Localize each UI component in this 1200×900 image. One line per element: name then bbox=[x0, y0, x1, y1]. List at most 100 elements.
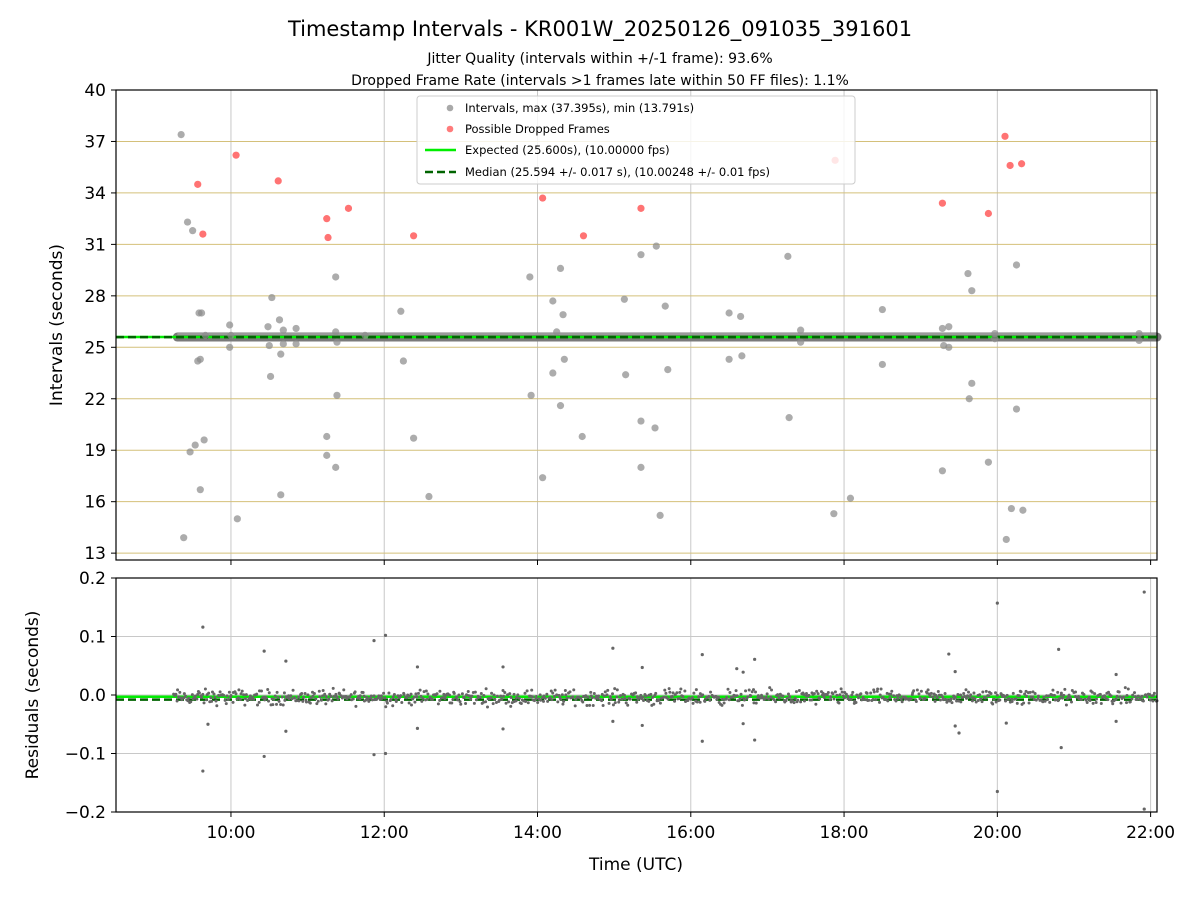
residual-point bbox=[519, 701, 523, 705]
residual-point bbox=[931, 695, 935, 699]
residual-point bbox=[240, 689, 244, 693]
residual-point bbox=[255, 692, 259, 696]
residual-point bbox=[474, 698, 478, 702]
residual-point bbox=[994, 700, 998, 704]
residual-point bbox=[833, 690, 837, 694]
residuals-y-tick-label: 0.1 bbox=[79, 628, 106, 648]
residual-point bbox=[810, 698, 814, 702]
residual-point bbox=[962, 692, 966, 696]
residual-point bbox=[839, 687, 843, 691]
legend-dropped-label: Possible Dropped Frames bbox=[465, 122, 610, 136]
residual-point bbox=[794, 690, 798, 694]
residual-point bbox=[896, 696, 900, 700]
residual-point bbox=[998, 698, 1002, 702]
residual-point bbox=[303, 691, 307, 695]
residual-point bbox=[541, 699, 545, 703]
residual-outlier-point bbox=[741, 670, 745, 674]
residual-point bbox=[698, 692, 702, 696]
intervals-y-tick-label: 28 bbox=[84, 287, 106, 307]
residual-point bbox=[1099, 702, 1103, 706]
residual-outlier-point bbox=[201, 769, 205, 773]
residual-point bbox=[720, 697, 724, 701]
residual-point bbox=[623, 697, 627, 701]
residual-point bbox=[289, 694, 293, 698]
residual-point bbox=[491, 702, 495, 706]
intervals-y-tick-label: 34 bbox=[84, 184, 106, 204]
residual-point bbox=[385, 701, 389, 705]
residual-point bbox=[328, 692, 332, 696]
residual-point bbox=[536, 701, 540, 705]
residual-point bbox=[197, 691, 201, 695]
residual-point bbox=[597, 694, 601, 698]
residuals-y-tick-label: 0.0 bbox=[79, 686, 106, 706]
residual-point bbox=[956, 693, 960, 697]
residual-point bbox=[556, 700, 560, 704]
residual-outlier-point bbox=[415, 665, 420, 669]
residual-point bbox=[859, 692, 863, 696]
residual-point bbox=[1015, 701, 1019, 705]
residual-point bbox=[486, 705, 490, 709]
residual-point bbox=[1126, 687, 1130, 691]
residual-point bbox=[601, 703, 605, 707]
residual-point bbox=[606, 688, 610, 692]
residual-point bbox=[509, 704, 513, 708]
residual-point bbox=[615, 695, 619, 699]
residual-point bbox=[786, 692, 790, 696]
interval-point bbox=[968, 287, 976, 295]
residual-point bbox=[970, 699, 974, 703]
interval-point bbox=[830, 510, 838, 518]
residual-point bbox=[367, 699, 371, 703]
residual-point bbox=[816, 692, 820, 696]
residual-point bbox=[273, 694, 277, 698]
residual-point bbox=[512, 692, 516, 696]
residual-point bbox=[752, 701, 756, 705]
residual-point bbox=[1109, 694, 1113, 698]
residual-point bbox=[855, 693, 859, 697]
residual-point bbox=[720, 703, 724, 707]
residual-point bbox=[559, 697, 563, 701]
interval-point bbox=[622, 371, 630, 379]
interval-point bbox=[197, 309, 206, 317]
residual-point bbox=[436, 702, 440, 706]
residual-point bbox=[615, 688, 619, 692]
residual-point bbox=[1062, 693, 1066, 697]
residuals-y-tick-label: −0.2 bbox=[65, 803, 106, 823]
residual-point bbox=[657, 698, 661, 702]
interval-point bbox=[333, 391, 341, 399]
residual-point bbox=[302, 695, 306, 699]
residual-point bbox=[349, 693, 353, 697]
residual-point bbox=[915, 688, 919, 692]
residual-point bbox=[502, 694, 506, 698]
residual-point bbox=[1056, 690, 1060, 694]
residual-point bbox=[765, 692, 769, 696]
residual-point bbox=[526, 701, 530, 705]
residual-point bbox=[267, 699, 271, 703]
residual-point bbox=[314, 697, 318, 701]
intervals-x-ticks bbox=[230, 560, 1152, 565]
residual-point bbox=[318, 695, 322, 699]
residual-point bbox=[872, 690, 876, 694]
interval-point bbox=[183, 218, 192, 226]
residual-point bbox=[392, 692, 396, 696]
residual-point bbox=[1065, 696, 1069, 700]
residuals-y-tick-label: −0.1 bbox=[65, 745, 106, 765]
residual-point bbox=[888, 696, 892, 700]
dropped-frame-point bbox=[323, 215, 331, 223]
residual-point bbox=[605, 693, 609, 697]
residual-point bbox=[812, 692, 816, 696]
residual-point bbox=[1046, 698, 1050, 702]
residual-point bbox=[484, 687, 488, 691]
residual-point bbox=[301, 699, 305, 703]
residual-point bbox=[744, 689, 748, 693]
residual-point bbox=[856, 696, 860, 700]
residual-point bbox=[831, 692, 835, 696]
residual-point bbox=[515, 696, 519, 700]
residuals-plot-panel: 0.2 0.1 0.0 −0.1 −0.2 10:00 12:00 14:00 16:00 18… bbox=[23, 569, 1175, 875]
residual-point bbox=[190, 693, 194, 697]
residual-point bbox=[1048, 700, 1052, 704]
interval-point bbox=[186, 448, 194, 456]
residual-point bbox=[362, 694, 366, 698]
residual-point bbox=[628, 697, 632, 701]
residual-point bbox=[698, 700, 702, 704]
residual-point bbox=[243, 703, 247, 707]
